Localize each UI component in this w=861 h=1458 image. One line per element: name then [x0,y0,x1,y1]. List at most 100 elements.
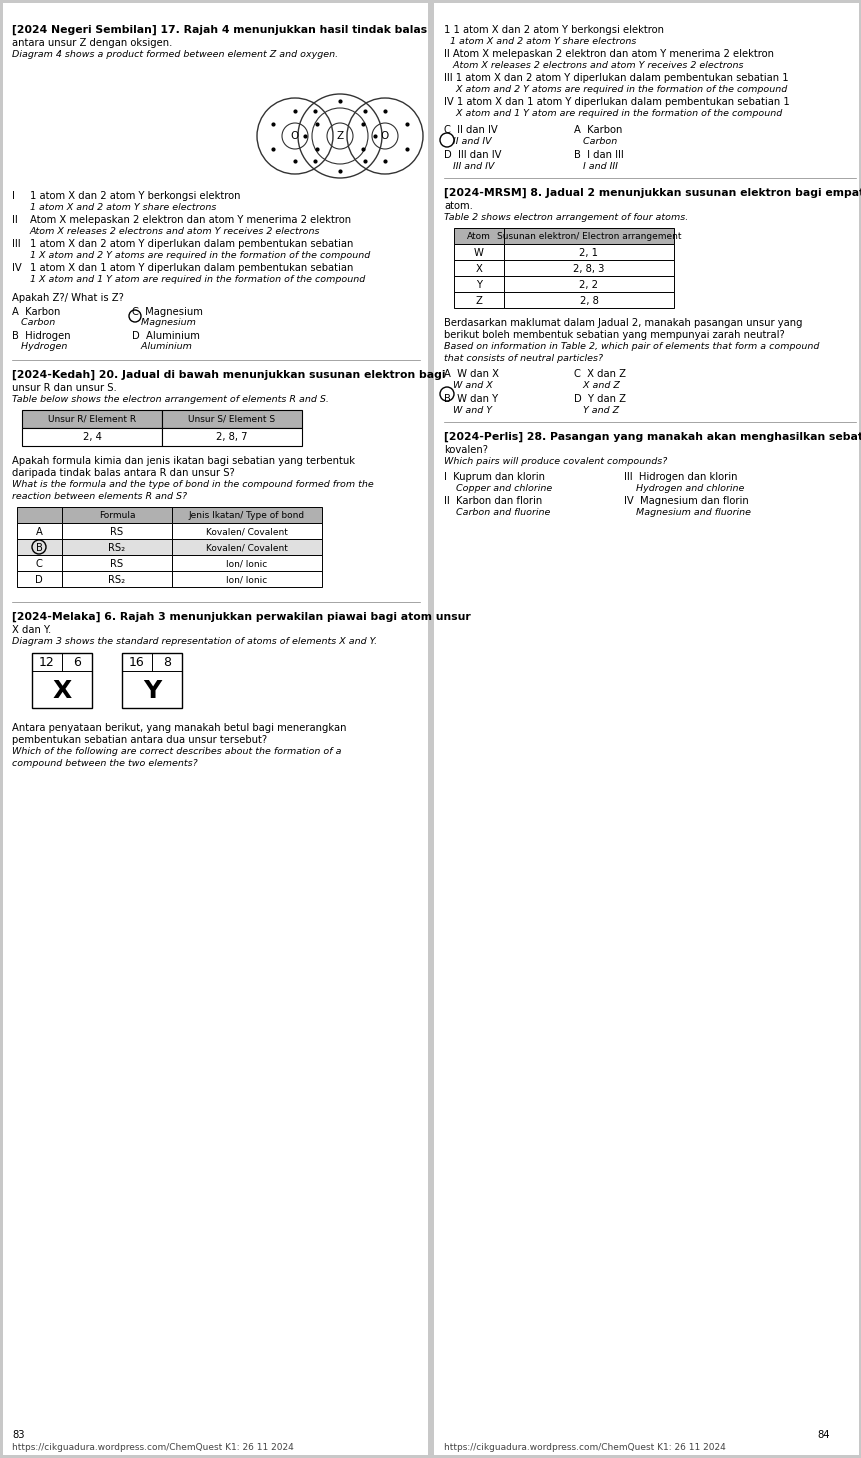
Text: Berdasarkan maklumat dalam Jadual 2, manakah pasangan unsur yang: Berdasarkan maklumat dalam Jadual 2, man… [443,318,802,328]
Text: IV  Magnesium dan florin: IV Magnesium dan florin [623,496,748,506]
Text: Formula: Formula [99,510,135,521]
Text: III: III [12,239,21,249]
Text: III 1 atom X dan 2 atom Y diperlukan dalam pembentukan sebatian 1: III 1 atom X dan 2 atom Y diperlukan dal… [443,73,788,83]
Text: Carbon and fluorine: Carbon and fluorine [443,507,549,518]
Text: berikut boleh membentuk sebatian yang mempunyai zarah neutral?: berikut boleh membentuk sebatian yang me… [443,330,784,340]
Text: A  W dan X: A W dan X [443,369,499,379]
Text: 1 atom X dan 1 atom Y diperlukan dalam pembentukan sebatian: 1 atom X dan 1 atom Y diperlukan dalam p… [30,262,353,273]
Text: II: II [12,214,18,225]
Text: Susunan elektron/ Electron arrangement: Susunan elektron/ Electron arrangement [496,232,680,241]
Text: Antara penyataan berikut, yang manakah betul bagi menerangkan: Antara penyataan berikut, yang manakah b… [12,723,346,733]
Bar [172,507,322,523]
Bar [172,539,322,555]
Text: Atom X releases 2 electrons and atom Y receives 2 electrons: Atom X releases 2 electrons and atom Y r… [30,227,320,236]
Text: D  III dan IV: D III dan IV [443,150,501,160]
Text: Copper and chlorine: Copper and chlorine [443,484,552,493]
Bar [504,243,673,260]
Text: IV: IV [12,262,22,273]
Bar [22,410,162,429]
Text: A  Karbon: A Karbon [573,125,622,136]
Text: pembentukan sebatian antara dua unsur tersebut?: pembentukan sebatian antara dua unsur te… [12,735,267,745]
Text: Table below shows the electron arrangement of elements R and S.: Table below shows the electron arrangeme… [12,395,329,404]
Text: Atom X melepaskan 2 elektron dan atom Y menerima 2 elektron: Atom X melepaskan 2 elektron dan atom Y … [30,214,350,225]
Text: II and IV: II and IV [443,137,491,146]
Bar [454,227,504,243]
Text: [2024-Kedah] 20. Jadual di bawah menunjukkan susunan elektron bagi: [2024-Kedah] 20. Jadual di bawah menunju… [12,370,445,381]
Text: Y: Y [475,280,481,290]
Bar [62,539,172,555]
Text: Table 2 shows electron arrangement of four atoms.: Table 2 shows electron arrangement of fo… [443,213,687,222]
Text: C: C [35,558,42,569]
Text: C  X dan Z: C X dan Z [573,369,625,379]
Text: Jenis Ikatan/ Type of bond: Jenis Ikatan/ Type of bond [189,510,305,521]
Text: compound between the two elements?: compound between the two elements? [12,760,197,768]
Bar [62,523,172,539]
Text: D  Y dan Z: D Y dan Z [573,394,625,404]
Text: B  W dan Y: B W dan Y [443,394,498,404]
Text: Which of the following are correct describes about the formation of a: Which of the following are correct descr… [12,746,341,757]
Text: I: I [12,191,15,201]
Bar [504,260,673,276]
Text: W and X: W and X [443,381,492,389]
Text: Magnesium and fluorine: Magnesium and fluorine [623,507,750,518]
Text: 16: 16 [129,656,145,669]
Text: Apakah formula kimia dan jenis ikatan bagi sebatian yang terbentuk: Apakah formula kimia dan jenis ikatan ba… [12,456,355,467]
Bar [454,276,504,292]
Bar [172,572,322,588]
Bar [122,653,182,709]
Text: Unsur S/ Element S: Unsur S/ Element S [189,414,276,423]
Text: B: B [35,542,42,553]
Text: Atom X releases 2 electrons and atom Y receives 2 electrons: Atom X releases 2 electrons and atom Y r… [443,61,743,70]
Text: 2, 8: 2, 8 [579,296,598,306]
Text: Kovalen/ Covalent: Kovalen/ Covalent [206,542,288,553]
Text: B  I dan III: B I dan III [573,150,623,160]
Text: D: D [35,574,43,585]
Text: I  Kuprum dan klorin: I Kuprum dan klorin [443,472,544,483]
Text: Hydrogen and chlorine: Hydrogen and chlorine [623,484,744,493]
Text: Aluminium: Aluminium [132,343,192,351]
Text: Kovalen/ Covalent: Kovalen/ Covalent [206,526,288,537]
Text: Magnesium: Magnesium [132,318,195,327]
Text: III and IV: III and IV [443,162,494,171]
Text: 83: 83 [12,1430,24,1441]
Text: X and Z: X and Z [573,381,619,389]
Bar [17,523,62,539]
Text: [2024-MRSM] 8. Jadual 2 menunjukkan susunan elektron bagi empat: [2024-MRSM] 8. Jadual 2 menunjukkan susu… [443,188,861,198]
Text: Hydrogen: Hydrogen [12,343,67,351]
Text: Y: Y [143,679,161,703]
Text: I and III: I and III [573,162,617,171]
Text: [2024 Negeri Sembilan] 17. Rajah 4 menunjukkan hasil tindak balas: [2024 Negeri Sembilan] 17. Rajah 4 menun… [12,25,427,35]
Text: Z: Z [336,131,344,141]
Text: Diagram 4 shows a product formed between element Z and oxygen.: Diagram 4 shows a product formed between… [12,50,338,58]
Bar [433,3,858,1455]
Text: II Atom X melepaskan 2 elektron dan atom Y menerima 2 elektron: II Atom X melepaskan 2 elektron dan atom… [443,50,773,58]
Text: B  Hidrogen: B Hidrogen [12,331,71,341]
Text: daripada tindak balas antara R dan unsur S?: daripada tindak balas antara R dan unsur… [12,468,234,478]
Text: Ion/ Ionic: Ion/ Ionic [226,574,267,585]
Text: 8: 8 [163,656,170,669]
Bar [17,572,62,588]
Text: 84: 84 [816,1430,829,1441]
Bar [162,429,301,446]
Text: Atom: Atom [467,232,491,241]
Bar [17,539,62,555]
Text: [2024-Melaka] 6. Rajah 3 menunjukkan perwakilan piawai bagi atom unsur: [2024-Melaka] 6. Rajah 3 menunjukkan per… [12,612,470,623]
Bar [162,410,301,429]
Text: II  Karbon dan florin: II Karbon dan florin [443,496,542,506]
Bar [454,260,504,276]
Text: X atom and 2 Y atoms are required in the formation of the compound: X atom and 2 Y atoms are required in the… [443,85,786,93]
Text: X: X [475,264,482,274]
Text: Apakah Z?/ What is Z?: Apakah Z?/ What is Z? [12,293,124,303]
Text: O: O [290,131,299,141]
Text: 2, 8, 3: 2, 8, 3 [573,264,604,274]
Text: RS₂: RS₂ [108,574,126,585]
Bar [454,243,504,260]
Text: W: W [474,248,483,258]
Text: Based on information in Table 2, which pair of elements that form a compound: Based on information in Table 2, which p… [443,343,819,351]
Bar [504,276,673,292]
Bar [62,555,172,572]
Bar [3,3,428,1455]
Text: https://cikguadura.wordpress.com/ChemQuest K1: 26 11 2024: https://cikguadura.wordpress.com/ChemQue… [443,1443,725,1452]
Text: X atom and 1 Y atom are required in the formation of the compound: X atom and 1 Y atom are required in the … [443,109,781,118]
Text: https://cikguadura.wordpress.com/ChemQuest K1: 26 11 2024: https://cikguadura.wordpress.com/ChemQue… [12,1443,294,1452]
